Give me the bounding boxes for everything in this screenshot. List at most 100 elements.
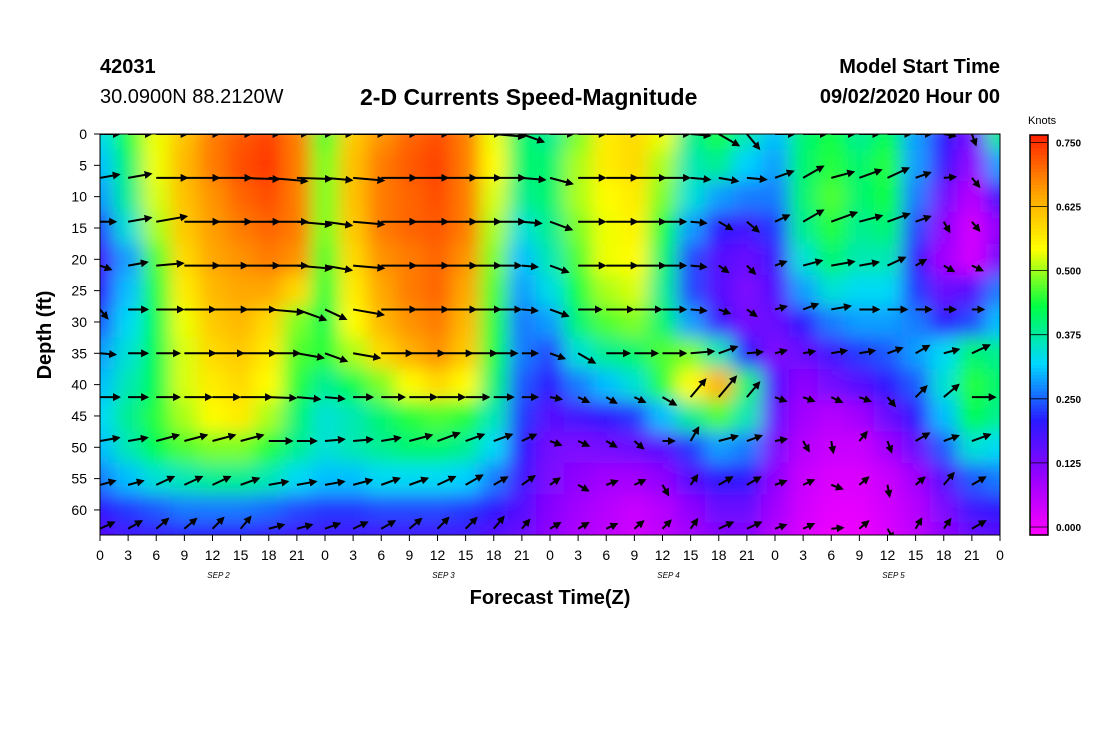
colorbar-swatch: [1030, 485, 1048, 489]
heatmap-cell: [507, 400, 537, 433]
current-vector-arrow: [830, 169, 856, 179]
heatmap-cell: [282, 494, 312, 523]
current-vector-arrow: [774, 395, 788, 403]
heatmap-cell: [704, 149, 734, 182]
heatmap-cell: [395, 306, 424, 339]
colorbar-swatch: [1030, 371, 1048, 376]
colorbar-swatch: [1030, 148, 1048, 153]
colorbar-swatch: [1030, 528, 1048, 533]
current-vector-arrow: [971, 264, 985, 272]
heatmap-cell: [564, 149, 593, 182]
current-vector-arrow: [831, 347, 849, 356]
current-vector-arrow: [859, 213, 884, 223]
heatmap-cell: [620, 180, 649, 213]
y-tick-label: 45: [71, 408, 87, 424]
current-vector-arrow: [943, 434, 960, 442]
heatmap-cell: [282, 274, 312, 307]
current-vector-arrow: [100, 521, 116, 530]
colorbar-swatch: [1030, 255, 1048, 259]
colorbar-swatch: [1030, 451, 1048, 456]
current-vector-arrow: [999, 265, 1000, 267]
current-vector-arrow: [884, 484, 893, 499]
current-vector-arrow: [577, 484, 590, 492]
heatmap-cell: [451, 180, 481, 213]
colorbar-swatch: [1030, 205, 1048, 209]
heatmap-cell: [817, 400, 846, 433]
colorbar-swatch: [1030, 161, 1048, 166]
heatmap-cell: [395, 400, 424, 433]
current-vector-arrow: [999, 309, 1000, 311]
heatmap-cell: [985, 274, 1000, 307]
current-vector-arrow: [268, 307, 305, 316]
colorbar-swatch: [1030, 321, 1048, 326]
colorbar: 0.750 0.625 0.500 0.375 0.250 0.125 0.000 Knots: [1028, 115, 1081, 536]
colorbar-swatch: [1030, 138, 1048, 143]
heatmap-cell: [479, 180, 509, 213]
heatmap-cell: [704, 243, 734, 276]
heatmap-cell: [100, 522, 115, 535]
heatmap-cell: [676, 149, 706, 182]
heatmap-cell: [142, 212, 171, 245]
heatmap-cell: [957, 243, 987, 276]
heatmap-cell: [142, 368, 171, 401]
heatmap-cell: [789, 180, 818, 213]
current-vector-arrow: [465, 474, 484, 486]
heatmap-cell: [114, 243, 143, 276]
x-tick-label: 0: [996, 547, 1004, 563]
colorbar-swatch: [1030, 235, 1048, 239]
current-vector-arrow: [718, 521, 735, 530]
heatmap-cell: [648, 462, 678, 495]
current-vector-arrow: [521, 134, 546, 144]
current-vector-arrow: [521, 475, 536, 486]
y-tick-label: 60: [71, 502, 87, 518]
heatmap-cell: [564, 274, 593, 307]
current-vector-arrow: [464, 516, 478, 530]
colorbar-swatch: [1030, 495, 1048, 499]
x-tick-label: 9: [180, 547, 188, 563]
x-tick-label: 15: [683, 547, 699, 563]
colorbar-units-label: Knots: [1028, 115, 1057, 127]
colorbar-swatch: [1030, 275, 1048, 279]
x-tick-label: 9: [630, 547, 638, 563]
heatmap-cell: [845, 494, 874, 523]
current-vector-arrow: [690, 218, 708, 227]
y-axis-label: Depth (ft): [34, 291, 56, 380]
current-vector-arrow: [492, 515, 505, 530]
heatmap-cell: [760, 494, 790, 523]
current-vector-arrow: [156, 213, 189, 223]
heatmap-cell: [198, 149, 228, 182]
heatmap-cell: [789, 494, 818, 523]
heatmap-cell: [592, 134, 621, 151]
x-tick-label: 9: [405, 547, 413, 563]
x-tick-label: 3: [574, 547, 582, 563]
heatmap-cell: [310, 462, 340, 495]
heatmap-cell: [479, 400, 509, 433]
current-vector-arrow: [887, 346, 904, 355]
current-vector-arrow: [127, 171, 153, 179]
colorbar-swatch: [1030, 238, 1048, 243]
current-vector-arrow: [240, 476, 261, 486]
current-vector-arrow: [324, 264, 354, 274]
colorbar-swatch: [1030, 505, 1048, 509]
current-vector-arrow: [746, 381, 761, 398]
current-vector-arrow: [942, 517, 952, 530]
current-vector-arrow: [155, 475, 176, 486]
colorbar-swatch: [1030, 401, 1048, 406]
current-vector-arrow: [774, 523, 788, 531]
model-start-value: 09/02/2020 Hour 00: [819, 86, 1000, 108]
colorbar-swatch: [1030, 358, 1048, 363]
colorbar-swatch: [1030, 491, 1048, 496]
heatmap-cell: [535, 306, 565, 339]
current-vector-arrow: [774, 214, 791, 223]
colorbar-swatch: [1030, 475, 1048, 479]
current-vector-arrow: [746, 348, 765, 357]
colorbar-swatch: [1030, 141, 1048, 146]
heatmap-cell: [732, 180, 762, 213]
heatmap-cell: [676, 212, 706, 245]
heatmap-cell: [789, 462, 818, 495]
current-vector-arrow: [830, 395, 844, 404]
colorbar-swatch: [1030, 221, 1048, 226]
heatmap-cell: [339, 149, 368, 182]
current-vector-arrow: [324, 308, 348, 321]
current-vector-arrow: [353, 263, 386, 272]
